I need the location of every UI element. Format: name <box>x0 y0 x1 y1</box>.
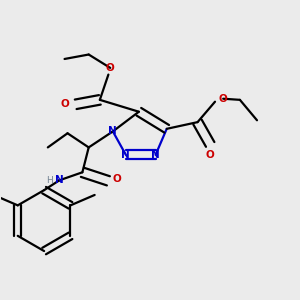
Text: N: N <box>109 126 117 136</box>
Text: O: O <box>106 63 115 73</box>
Text: O: O <box>112 174 121 184</box>
Text: N: N <box>151 150 160 160</box>
Text: N: N <box>55 175 64 185</box>
Text: H: H <box>46 176 53 184</box>
Text: N: N <box>122 150 130 160</box>
Text: O: O <box>61 99 70 109</box>
Text: O: O <box>206 150 214 160</box>
Text: O: O <box>219 94 228 104</box>
